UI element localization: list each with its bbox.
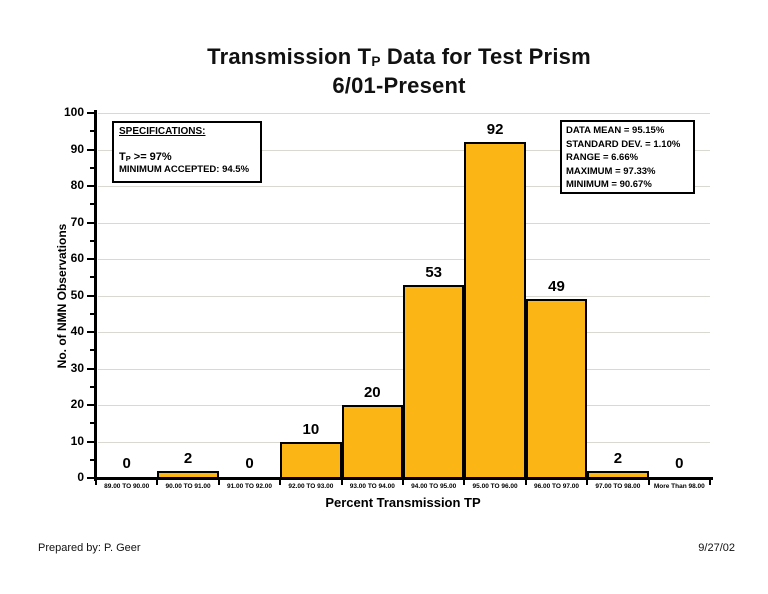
spec-tp-subscript: P [125,154,131,163]
y-tick-label: 100 [63,105,84,119]
title-text-2: Data for Test Prism [380,44,591,69]
y-axis-tick [87,185,97,187]
x-tick-label: 92.00 TO 93.00 [288,483,334,490]
chart-title-line1: Transmission TP Data for Test Prism [30,44,768,73]
y-axis-tick [87,404,97,406]
y-axis-tick [87,258,97,260]
y-axis-minor-tick [90,422,97,424]
stats-line: DATA MEAN = 95.15% [566,125,665,136]
y-tick-label: 90 [70,142,84,156]
stats-line: MAXIMUM = 97.33% [566,165,656,177]
y-tick-label: 10 [70,434,84,448]
x-axis-tick [340,478,343,485]
x-axis-tick [402,478,404,485]
y-axis-minor-tick [90,130,97,132]
x-tick-label: 97.00 TO 98.00 [595,483,641,490]
bar-value-label: 20 [363,384,381,401]
x-axis-tick [647,478,650,485]
y-tick-label: 30 [70,361,84,375]
bar [403,284,465,479]
stats-line: STANDARD DEV. = 1.10% [566,138,681,150]
bar-value-label: 92 [486,121,504,139]
x-tick-label: 89.00 TO 90.00 [104,483,150,490]
spec-tp-text-2: >= 97% [130,151,172,163]
x-axis-tick [463,478,466,485]
y-axis-minor-tick [90,167,97,169]
x-tick-label: 94.00 TO 95.00 [411,483,457,490]
y-axis-minor-tick [90,386,97,388]
x-tick-label: 91.00 TO 92.00 [226,483,273,490]
statistics-box: DATA MEAN = 95.15% STANDARD DEV. = 1.10% R… [560,120,695,194]
x-axis-tick [217,478,220,485]
y-axis-minor-tick [90,349,97,351]
specifications-heading: SPECIFICATIONS: [119,126,206,137]
gridline [98,113,710,114]
x-tick-label: 93.00 TO 94.00 [349,483,395,490]
bar-value-label: 2 [613,449,623,467]
x-axis-tick [279,478,282,485]
spec-minimum-line: MINIMUM ACCEPTED: 94.5% [119,164,250,175]
y-axis-minor-tick [90,276,97,278]
title-text-1: Transmission T [207,44,372,69]
x-tick-label: 90.00 TO 91.00 [165,483,211,490]
bar-value-label: 49 [548,278,565,296]
stats-line: RANGE = 6.66% [566,152,639,163]
bar-value-label: 0 [675,455,684,472]
y-tick-label: 0 [77,470,84,484]
bar-value-label: 53 [425,263,443,281]
bar-value-label: 10 [302,420,320,438]
y-tick-label: 40 [70,324,84,338]
bar-value-label: 0 [245,455,254,472]
date-label: 9/27/02 [698,542,735,554]
y-axis-tick [87,441,97,443]
bar [525,299,588,479]
x-axis-tick [156,478,159,485]
specifications-box: SPECIFICATIONS: TP >= 97% MINIMUM ACCEPT… [112,121,262,183]
gridline [98,259,710,260]
gridline [98,186,710,187]
bar [464,142,526,479]
y-axis-tick [87,295,97,297]
bar-value-label: 2 [183,449,193,467]
x-tick-label: 95.00 TO 96.00 [472,483,518,490]
y-axis-minor-tick [90,203,97,205]
y-axis-tick [87,368,97,370]
y-tick-label: 20 [70,397,84,411]
y-axis-tick [87,222,97,224]
x-axis-tick [524,478,527,485]
x-axis-tick [709,478,711,485]
bar [280,441,342,479]
bar-value-label: 0 [122,455,131,472]
spec-tp-line: TP >= 97% [119,151,255,164]
x-tick-label: More Than 98.00 [653,483,705,490]
y-tick-label: 80 [70,178,84,192]
y-tick-label: 70 [70,215,84,229]
y-axis-minor-tick [90,459,97,461]
y-tick-label: 50 [70,288,84,302]
y-axis-tick [87,149,97,151]
bar [341,405,403,479]
chart-title: Transmission TP Data for Test Prism 6/01… [30,44,768,99]
spec-tp-text-1: T [119,151,126,163]
gridline [98,223,710,224]
y-axis-minor-tick [90,313,97,315]
gridline [98,150,710,151]
y-axis-minor-tick [90,240,97,242]
x-tick-label: 96.00 TO 97.00 [533,483,580,490]
title-subscript: P [371,54,381,69]
stats-line: MINIMUM = 90.67% [566,179,652,190]
prepared-by-label: Prepared by: P. Geer [38,542,141,554]
y-axis-tick [87,477,97,479]
y-tick-label: 60 [70,251,84,265]
x-axis-tick [586,478,589,485]
chart-title-line2: 6/01-Present [332,73,466,98]
x-axis-tick [95,478,97,485]
y-axis-tick [87,112,97,114]
y-axis-tick [87,331,97,333]
x-axis-title: Percent Transmission TP [325,495,481,510]
